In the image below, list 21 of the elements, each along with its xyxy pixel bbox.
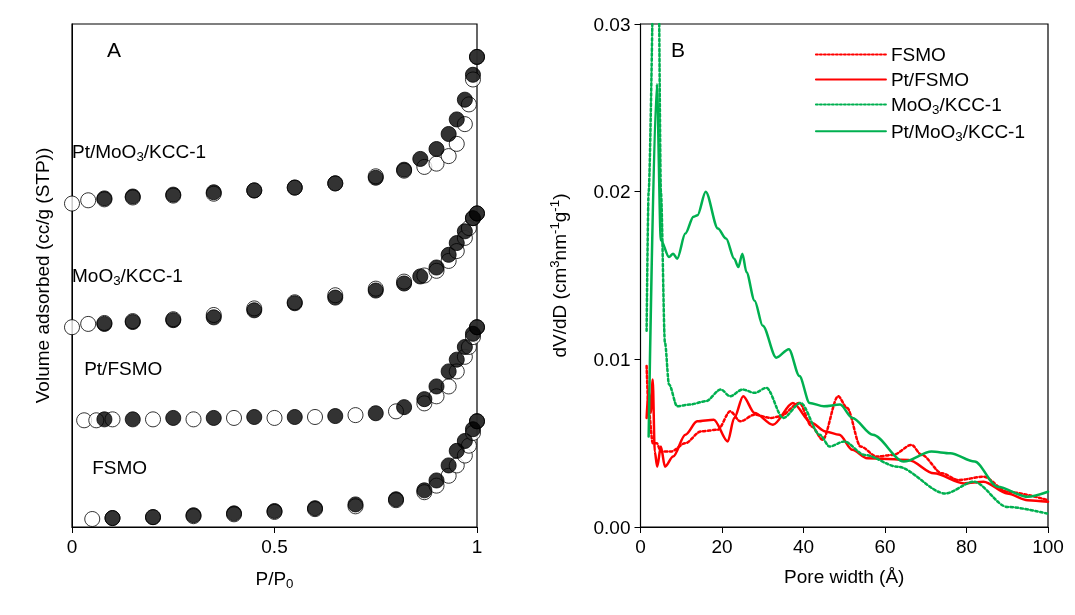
annotation: FSMO (92, 456, 148, 478)
chart-title: A (107, 38, 122, 61)
x-tick-label: 0.5 (261, 536, 288, 557)
x-tick-label: 80 (955, 536, 978, 557)
y-axis-title: Volume adsorbed (cc/g (STP)) (32, 147, 53, 404)
x-tick-label: 20 (711, 536, 733, 557)
legend-label: Pt/FSMO (890, 69, 970, 90)
y-tick-label: 0.03 (593, 13, 631, 35)
legend-label: FSMO (890, 44, 946, 65)
annotation: Pt/FSMO (84, 358, 163, 380)
y-tick-label: 0.02 (593, 181, 631, 203)
x-tick-label: 0 (635, 536, 646, 557)
x-tick-label: 60 (874, 536, 896, 557)
x-tick-label: 1 (471, 536, 483, 557)
x-tick-label: 0 (66, 536, 78, 557)
y-tick-label: 0.00 (593, 516, 631, 538)
x-tick-label: 100 (1032, 536, 1064, 557)
x-axis-title: Pore width (Å) (784, 566, 905, 587)
x-tick-label: 40 (792, 536, 815, 557)
text: B (671, 38, 686, 61)
y-tick-label: 0.01 (593, 348, 631, 370)
